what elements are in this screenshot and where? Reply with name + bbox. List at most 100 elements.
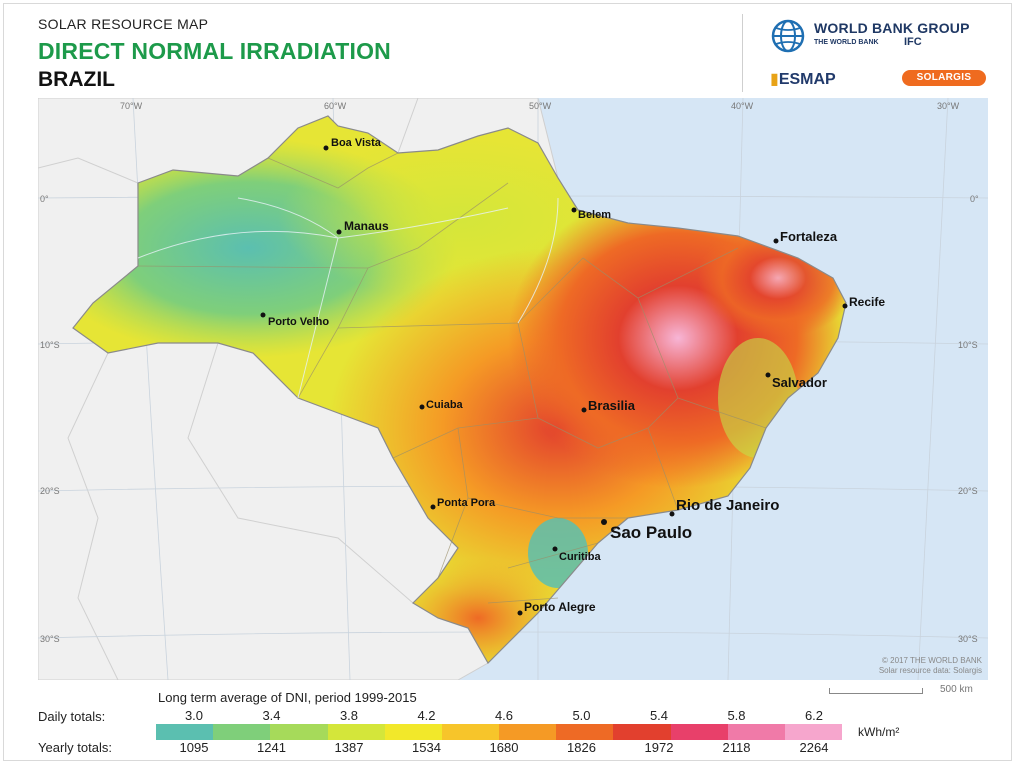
lon-label: 50°W [529, 101, 552, 111]
city-ponta-pora: Ponta Pora [430, 497, 496, 510]
legend-daily-tick: 3.0 [184, 708, 204, 723]
map-country: BRAZIL [38, 68, 115, 91]
neighbour-border [397, 98, 419, 154]
neighbour-border [187, 342, 414, 604]
city-label: Porto Velho [268, 316, 329, 328]
lat-label: 30°S [40, 634, 60, 644]
legend-yearly-tick: 1095 [179, 740, 209, 755]
legend-yearly-tick: 2264 [799, 740, 829, 755]
city-recife: Recife [842, 295, 885, 309]
city-fortaleza: Fortaleza [773, 229, 838, 244]
city-rio-de-janeiro: Rio de Janeiro [669, 497, 779, 517]
legend-yearly-tick: 1241 [257, 740, 286, 755]
city-boa-vista: Boa Vista [323, 137, 382, 151]
legend-swatch [727, 724, 785, 740]
lat-label: 30°S [958, 634, 978, 644]
map-data-credit: Solar resource data: Solargis [879, 666, 982, 675]
city-label: Cuiaba [426, 399, 464, 411]
city-cuiaba: Cuiaba [419, 399, 464, 411]
lat-label: 20°S [958, 486, 978, 496]
legend-daily-tick: 5.4 [649, 708, 669, 723]
lat-label: 10°S [958, 340, 978, 350]
legend-daily-label: Daily totals: [38, 709, 106, 724]
legend-swatch [441, 724, 500, 740]
city-porto-alegre: Porto Alegre [517, 600, 596, 616]
legend-swatch [499, 724, 557, 740]
wbg-subname: THE WORLD BANK [814, 39, 879, 46]
legend-yearly-tick: 2118 [722, 740, 751, 755]
legend-swatch [613, 724, 671, 740]
lat-label: 0° [970, 194, 979, 204]
neighbour-border [38, 157, 139, 184]
solargis-logo: SOLARGIS [902, 70, 986, 86]
legend-daily-tick: 5.0 [572, 708, 591, 723]
header-divider [742, 14, 743, 92]
city-label: Salvador [772, 375, 827, 390]
legend-yearly-tick: 1680 [489, 740, 519, 755]
city-manaus: Manaus [336, 219, 389, 235]
legend-daily-tick: 4.2 [417, 708, 436, 723]
lat-label: 0° [40, 194, 49, 204]
brazil-dni-map: 70°W 60°W 50°W 40°W 30°W 0° 10°S 20°S 30… [38, 98, 988, 680]
wbg-name: WORLD BANK GROUP [814, 20, 970, 36]
city-sao-paulo: Sao Paulo [601, 519, 692, 542]
scale-label: 500 km [940, 684, 973, 695]
city-label: Boa Vista [331, 137, 382, 149]
world-bank-group-logo: WORLD BANK GROUP THE WORLD BANK IFC [770, 18, 990, 58]
lat-label: 10°S [40, 340, 60, 350]
city-label: Ponta Pora [437, 497, 496, 509]
lon-label: 30°W [937, 101, 960, 111]
city-label: Manaus [344, 219, 389, 233]
esmap-text: ESMAP [778, 71, 836, 88]
map-title: DIRECT NORMAL IRRADIATION [38, 38, 391, 64]
legend-daily-tick: 3.8 [339, 708, 359, 723]
city-label: Recife [849, 295, 885, 309]
legend-daily-tick: 4.6 [494, 708, 514, 723]
city-label: Belem [578, 209, 611, 221]
legend-swatch [156, 724, 214, 740]
legend-title: Long term average of DNI, period 1999-20… [158, 690, 417, 705]
legend-swatch [556, 724, 614, 740]
esmap-logo: ▮ESMAP [770, 69, 836, 89]
lon-label: 60°W [324, 101, 347, 111]
scale-bar [829, 688, 923, 694]
city-label: Porto Alegre [524, 600, 596, 614]
wbg-ifc: IFC [904, 36, 922, 48]
map-copyright: © 2017 THE WORLD BANK [882, 656, 983, 665]
legend-colorbar [156, 724, 843, 740]
city-brasilia: Brasilia [581, 398, 636, 413]
legend-unit: kWh/m² [858, 725, 900, 739]
lon-label: 70°W [120, 101, 143, 111]
legend-swatch [784, 724, 843, 740]
legend-daily-tick: 3.4 [262, 708, 281, 723]
city-label: Curitiba [559, 551, 601, 563]
legend-swatch [327, 724, 385, 740]
city-porto-velho: Porto Velho [260, 312, 329, 328]
legend-yearly-tick: 1534 [412, 740, 441, 755]
city-belem: Belem [571, 207, 611, 221]
legend-daily-tick: 6.2 [804, 708, 824, 723]
legend-swatch [670, 724, 728, 740]
legend-swatch [384, 724, 442, 740]
globe-icon [771, 19, 805, 53]
lat-label: 20°S [40, 486, 60, 496]
city-salvador: Salvador [765, 372, 827, 390]
neighbour-border [67, 352, 119, 680]
esmap-mark: ▮ [770, 71, 779, 88]
legend-swatch [270, 724, 328, 740]
map-kicker: SOLAR RESOURCE MAP [38, 16, 209, 32]
legend-yearly-tick: 1826 [567, 740, 596, 755]
legend-swatch [213, 724, 271, 740]
lon-label: 40°W [731, 101, 754, 111]
rivers [137, 197, 559, 399]
city-label: Sao Paulo [610, 523, 692, 542]
legend-yearly-tick: 1387 [334, 740, 364, 755]
legend-daily-tick: 5.8 [727, 708, 746, 723]
state-borders [137, 152, 767, 604]
legend-yearly-label: Yearly totals: [38, 740, 112, 755]
city-curitiba: Curitiba [552, 546, 601, 563]
legend-yearly-tick: 1972 [644, 740, 674, 755]
city-label: Fortaleza [780, 229, 838, 244]
city-label: Rio de Janeiro [676, 497, 779, 514]
city-label: Brasilia [588, 398, 636, 413]
